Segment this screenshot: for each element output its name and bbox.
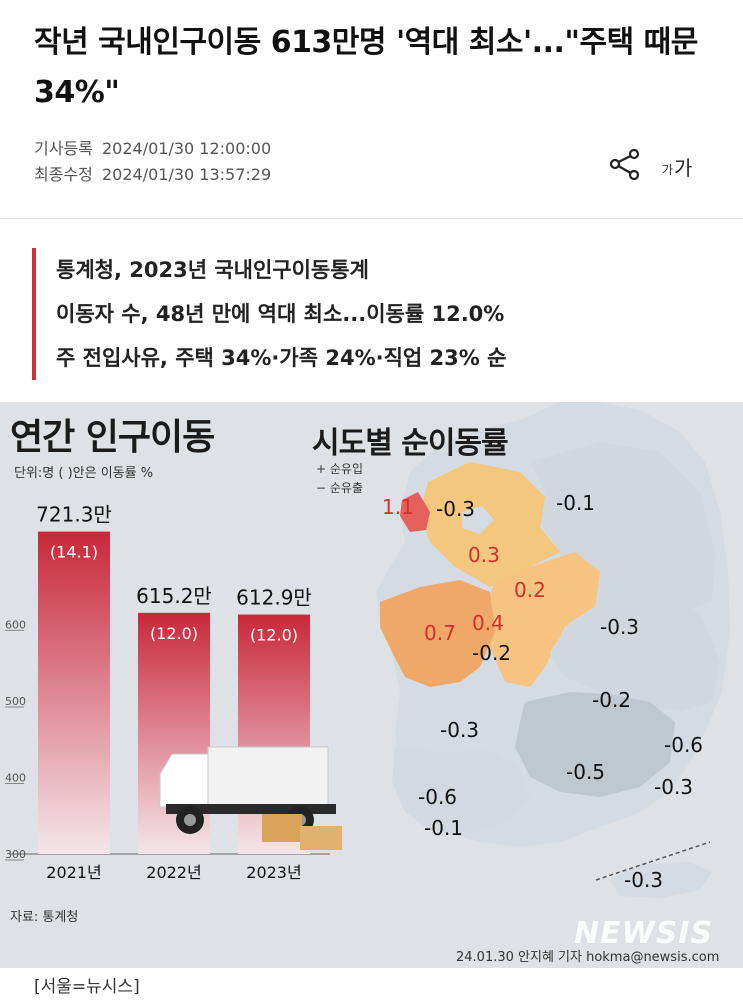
font-size-small-icon: 가: [662, 163, 674, 177]
infographic-image: 1.1 -0.3 0.3 -0.1 0.2 0.7 0.4 -0.2 -0.3 …: [0, 402, 743, 968]
map-value: -0.3: [436, 497, 475, 521]
map-title: 시도별 순이동률: [312, 426, 509, 461]
region-gyeongnam: [515, 692, 675, 797]
photo-caption: [서울=뉴시스]: [34, 977, 140, 997]
y-tick-label: 300: [5, 848, 26, 861]
article-summary: 통계청, 2023년 국내인구이동통계 이동자 수, 48년 만에 역대 최소.…: [32, 248, 722, 380]
summary-line: 이동자 수, 48년 만에 역대 최소...이동률 12.0%: [56, 302, 505, 326]
y-tick-label: 400: [5, 771, 26, 784]
article-meta: 기사등록 2024/01/30 12:00:00 최종수정 2024/01/30…: [34, 136, 275, 188]
updated-row: 최종수정 2024/01/30 13:57:29: [34, 162, 275, 188]
font-size-button[interactable]: 가 가: [662, 146, 692, 182]
map-value: -0.5: [566, 760, 605, 784]
map-value: -0.6: [664, 733, 703, 757]
legend-outflow: − 순유출: [316, 481, 363, 495]
header-divider: [0, 218, 743, 219]
share-button[interactable]: [606, 146, 646, 182]
map-value: -0.3: [440, 718, 479, 742]
article-headline: 작년 국내인구이동 613만명 '역대 최소'..."주택 때문 34%": [34, 25, 698, 110]
image-credit: 24.01.30 안지혜 기자 hokma@newsis.com: [456, 950, 720, 965]
x-tick-label: 2022년: [146, 863, 201, 882]
region-gyeonggi: [420, 462, 560, 587]
font-size-large-icon: 가: [674, 156, 693, 180]
region-chungnam: [380, 580, 495, 687]
map-value: -0.6: [418, 785, 457, 809]
region-seoul: [462, 506, 494, 534]
bar-rate-label: (14.1): [50, 543, 98, 562]
updated-label: 최종수정: [34, 165, 93, 184]
y-tick-label: 500: [5, 695, 26, 708]
summary-line: 통계청, 2023년 국내인구이동통계: [56, 258, 369, 282]
jeju-separator: [595, 841, 711, 881]
legend-inflow: + 순유입: [316, 462, 363, 476]
korea-map: [376, 402, 730, 898]
registered-row: 기사등록 2024/01/30 12:00:00: [34, 136, 275, 162]
region-incheon: [400, 492, 430, 532]
map-value: -0.2: [472, 641, 511, 665]
bar-value-label: 615.2만: [136, 584, 212, 608]
bar-value-label: 721.3만: [36, 503, 112, 527]
registered-label: 기사등록: [34, 139, 93, 158]
map-value: -0.1: [424, 816, 463, 840]
chart-title: 연간 인구이동: [10, 417, 215, 458]
registered-time: 2024/01/30 12:00:00: [101, 139, 272, 158]
newsis-watermark: NEWSIS: [574, 916, 714, 951]
map-labels: 1.1 -0.3 0.3 -0.1 0.2 0.7 0.4 -0.2 -0.3 …: [382, 491, 703, 892]
infographic-svg: 1.1 -0.3 0.3 -0.1 0.2 0.7 0.4 -0.2 -0.3 …: [5, 402, 730, 898]
bar-chart: 300 400 500 600 721.3만 (14.1) 2021년 615.2만 (12.0…: [5, 503, 342, 882]
bar-value-label: 612.9만: [236, 586, 312, 610]
bar-rate-label: (12.0): [150, 624, 198, 643]
map-value: 0.2: [514, 578, 546, 602]
region-gyeongbuk: [550, 577, 720, 712]
map-value: -0.3: [600, 615, 639, 639]
share-icon: [609, 148, 640, 181]
x-tick-label: 2023년: [246, 863, 301, 882]
source-note: 자료: 통계청: [10, 910, 79, 925]
map-value: -0.3: [654, 775, 693, 799]
region-jeju: [610, 862, 712, 898]
x-tick-label: 2021년: [46, 863, 101, 882]
bar-rate-label: (12.0): [250, 626, 298, 645]
region-jeonbuk: [400, 682, 515, 747]
y-tick-label: 600: [5, 618, 26, 631]
truck-illustration: [159, 746, 342, 850]
summary-line: 주 전입사유, 주택 34%·가족 24%·직업 23% 순: [56, 346, 507, 370]
region-jeonnam: [392, 747, 530, 834]
region-chungbuk: [480, 552, 600, 687]
map-value: 1.1: [382, 495, 414, 519]
map-legend: + 순유입 − 순유출: [316, 460, 363, 498]
map-value: -0.3: [624, 868, 663, 892]
map-value: -0.1: [556, 491, 595, 515]
bar: [38, 531, 110, 854]
updated-time: 2024/01/30 13:57:29: [101, 165, 272, 184]
map-value: 0.3: [468, 543, 500, 567]
map-value: 0.7: [424, 621, 456, 645]
map-value: 0.4: [472, 611, 504, 635]
map-value: -0.2: [592, 688, 631, 712]
unit-note: 단위:명 ( )안은 이동률 %: [14, 466, 154, 481]
